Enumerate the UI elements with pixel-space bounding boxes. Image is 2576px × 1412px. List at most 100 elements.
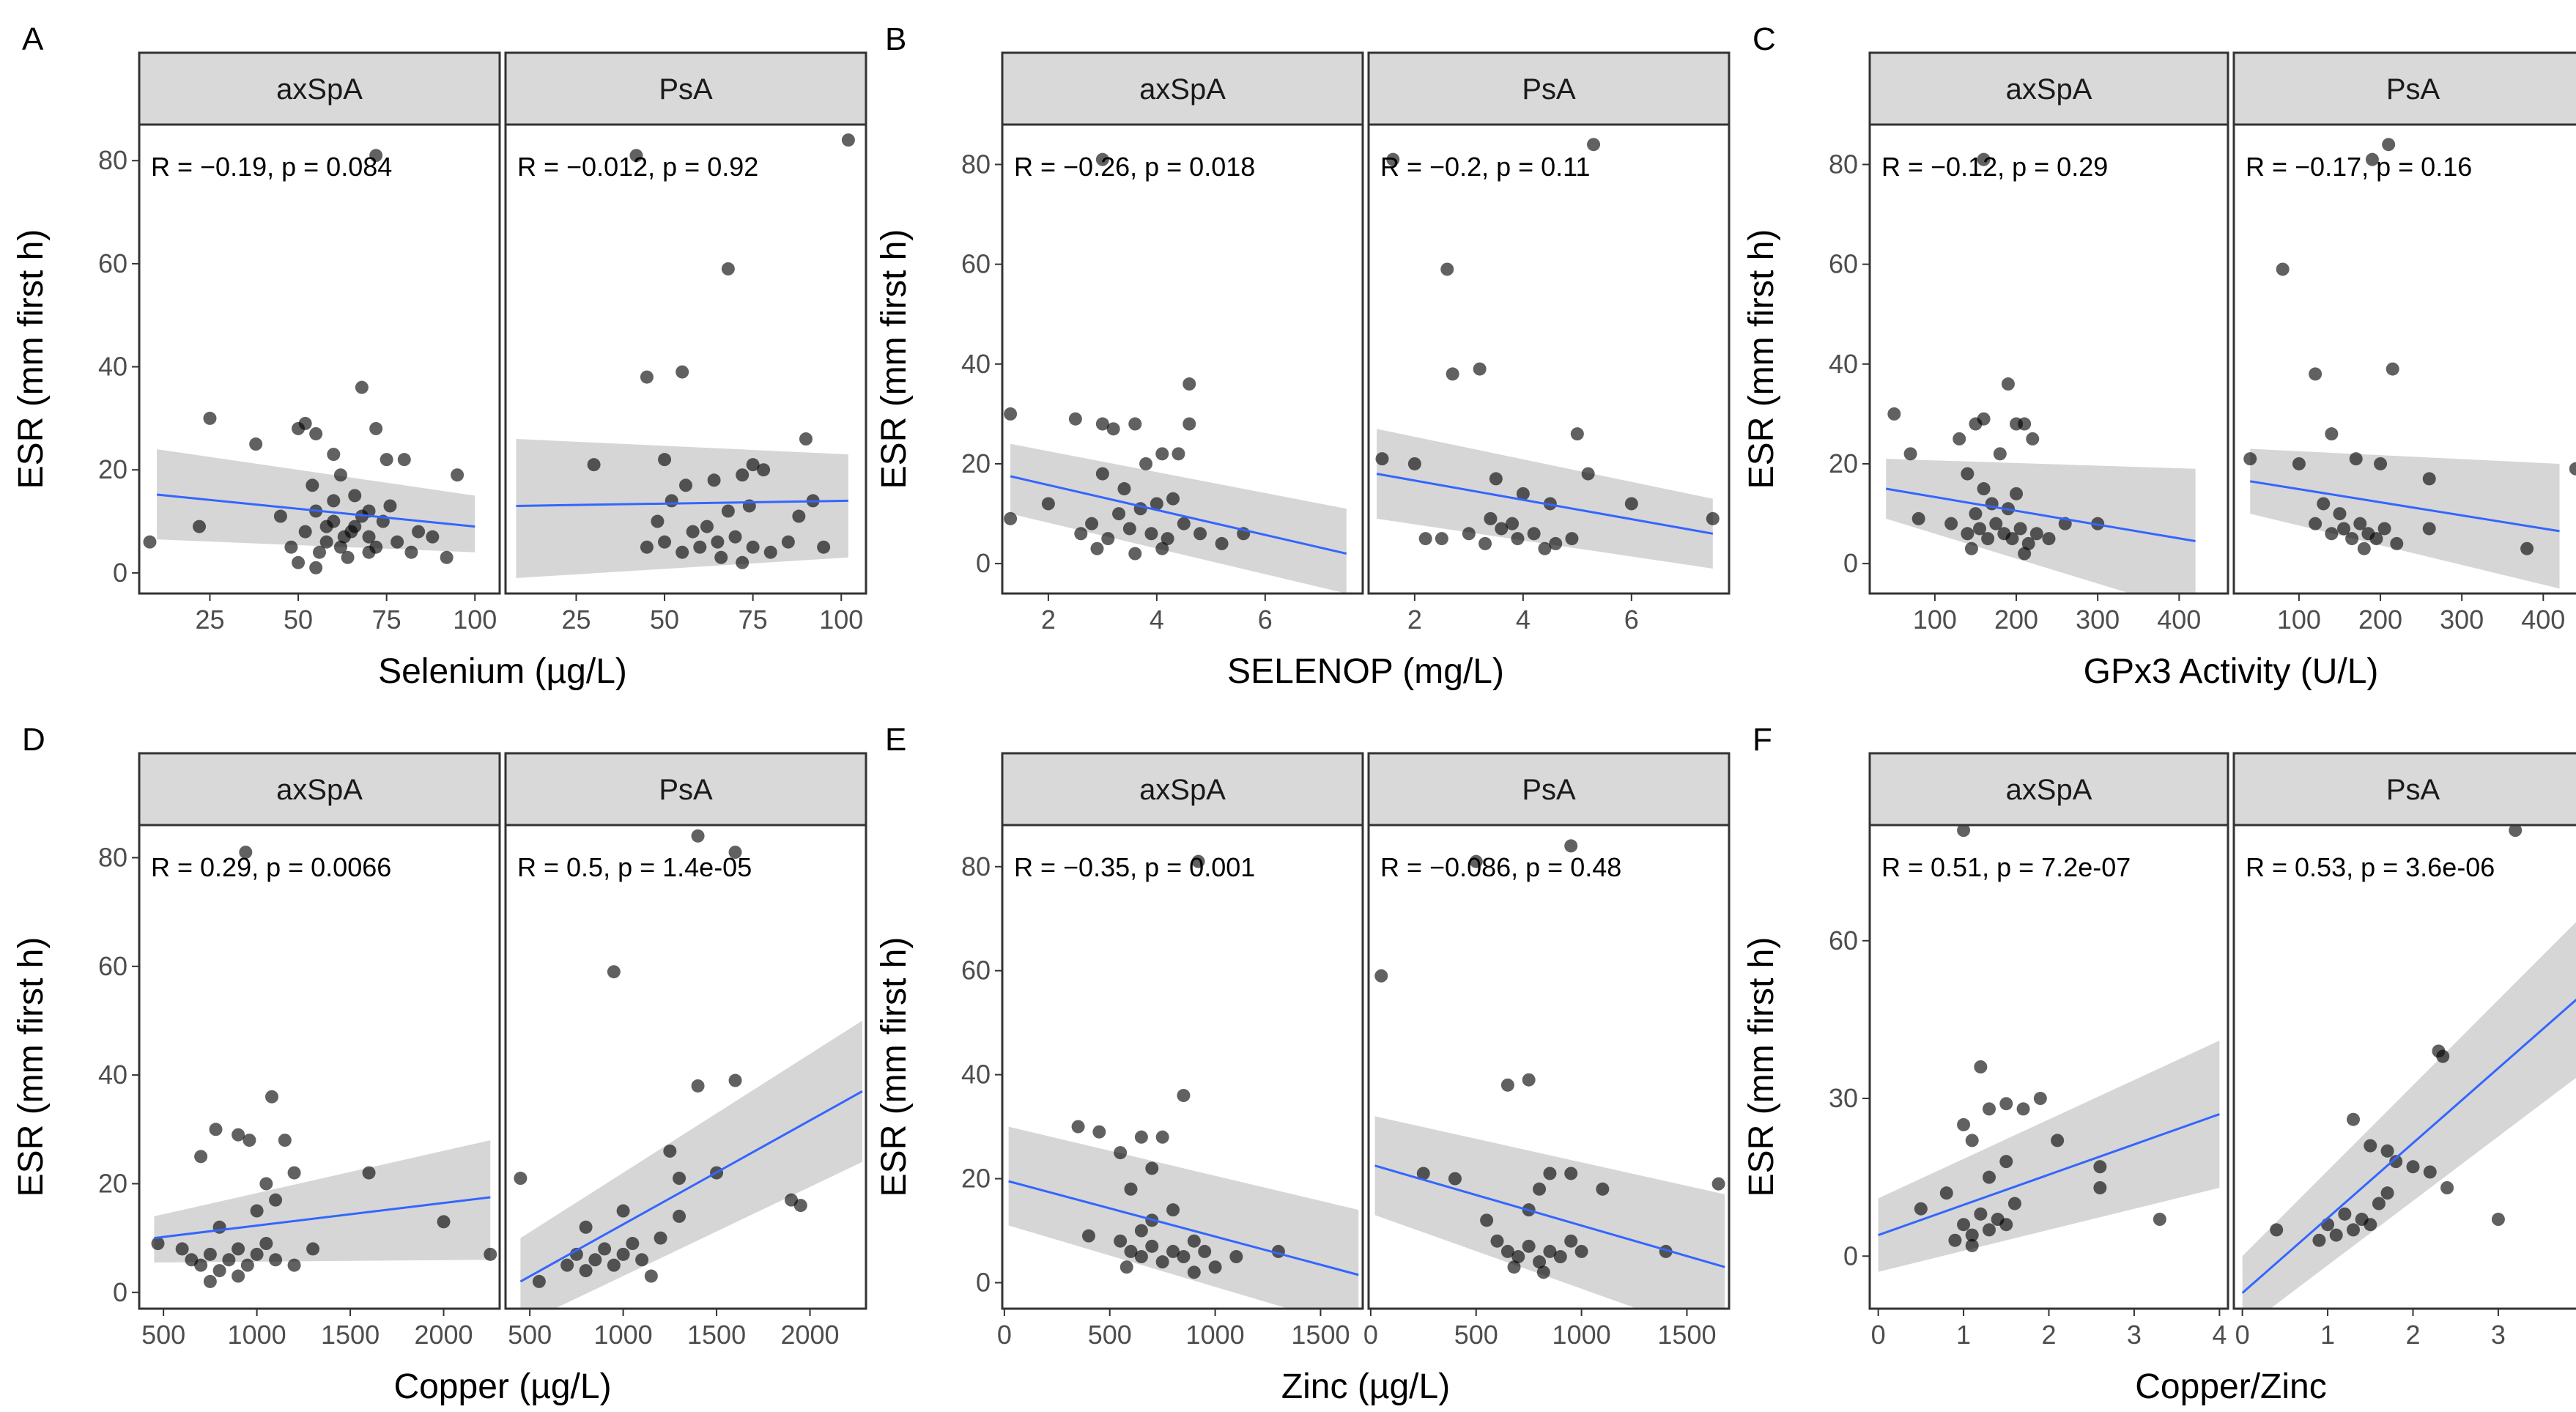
data-point — [2312, 1233, 2326, 1247]
data-point — [1145, 1239, 1159, 1253]
data-point — [2018, 547, 2032, 561]
data-point — [1198, 1244, 1212, 1258]
panel-a: A ESR (mm first h) 0 20 40 60 80 axSpA R = −0.19… — [12, 21, 867, 691]
data-point — [1071, 1120, 1085, 1134]
data-point — [1229, 1250, 1243, 1264]
x-axis-title: SELENOP (mg/L) — [1227, 652, 1504, 691]
data-point — [1440, 262, 1454, 276]
data-point — [560, 1258, 574, 1272]
x-tick-label: 200 — [1994, 605, 2038, 635]
x-tick-label: 2000 — [780, 1320, 839, 1350]
data-point — [1177, 1089, 1191, 1103]
data-point — [1706, 511, 1720, 525]
data-point — [1150, 497, 1163, 511]
data-point — [1581, 467, 1595, 481]
facet-psa: PsA R = 0.5, p = 1.4e-05 500 1000 1500 2000 — [504, 752, 867, 1350]
data-point — [273, 509, 287, 523]
data-point — [1965, 1238, 1979, 1252]
x-tick-label: 6 — [1258, 605, 1273, 635]
data-point — [654, 1231, 667, 1245]
data-point — [663, 1144, 677, 1158]
data-point — [793, 1199, 807, 1213]
x-tick-label: 2000 — [414, 1320, 473, 1350]
y-tick-label: 0 — [113, 1277, 127, 1307]
data-point — [1977, 412, 1991, 426]
data-point — [2374, 457, 2388, 470]
x-tick-label: 0 — [997, 1320, 1012, 1350]
data-point — [2509, 825, 2523, 838]
y-tick-label: 40 — [961, 1060, 991, 1090]
data-point — [209, 1123, 223, 1136]
data-point — [362, 530, 376, 544]
data-point — [2380, 1144, 2394, 1158]
data-point — [626, 1237, 640, 1251]
x-tick-label: 400 — [2157, 605, 2201, 635]
data-point — [2093, 1160, 2107, 1174]
data-point — [1101, 532, 1115, 546]
data-point — [1974, 1060, 1988, 1073]
data-point — [1989, 517, 2003, 531]
y-tick-label: 40 — [98, 1060, 127, 1090]
x-tick-label: 1 — [2320, 1320, 2335, 1350]
confidence-band — [2250, 448, 2560, 589]
plot-border — [138, 123, 501, 595]
data-point — [1155, 1255, 1169, 1269]
facet-strip — [1367, 51, 1731, 126]
data-point — [2026, 432, 2040, 446]
data-point — [2349, 452, 2363, 466]
data-point — [2377, 522, 2391, 536]
data-point — [2520, 541, 2534, 555]
data-point — [278, 1134, 292, 1147]
y-tick-label: 60 — [98, 248, 127, 278]
data-point — [2347, 1112, 2360, 1126]
y-axis-title: ESR (mm first h) — [875, 937, 914, 1197]
data-point — [1124, 1182, 1138, 1196]
data-point — [579, 1264, 593, 1278]
data-point — [2380, 1186, 2394, 1200]
data-point — [249, 437, 263, 451]
data-point — [1134, 1250, 1148, 1264]
data-point — [1416, 1167, 1430, 1180]
plot-background — [1369, 125, 1729, 594]
correlation-annotation: R = −0.2, p = 0.11 — [1380, 152, 1591, 182]
plot-border — [1367, 123, 1731, 595]
data-point — [1112, 507, 1126, 521]
y-tick-label: 20 — [98, 1168, 127, 1198]
facet-strip — [1001, 51, 1364, 126]
data-point — [2321, 1218, 2335, 1232]
data-point — [1564, 1167, 1578, 1180]
data-point — [2422, 522, 2436, 536]
data-point — [269, 1253, 283, 1267]
data-point — [2353, 517, 2367, 531]
data-point — [2569, 462, 2576, 476]
data-point — [355, 380, 369, 394]
data-point — [259, 1177, 273, 1191]
data-point — [799, 432, 813, 446]
x-axis-title: GPx3 Activity (U/L) — [2084, 652, 2379, 691]
y-tick-label: 20 — [1829, 448, 1858, 478]
data-point — [644, 1269, 658, 1283]
facet-strip-label: axSpA — [276, 73, 363, 106]
y-tick-label: 80 — [961, 149, 991, 179]
confidence-band — [1886, 459, 2196, 594]
facet-strip-label: axSpA — [1139, 774, 1226, 806]
data-point — [222, 1253, 236, 1267]
data-point — [327, 448, 341, 462]
panel-letter: F — [1753, 722, 1772, 758]
confidence-band — [1010, 443, 1347, 594]
data-point — [309, 426, 323, 440]
data-point — [1944, 517, 1958, 531]
data-point — [2309, 367, 2323, 381]
plot-border — [1001, 824, 1364, 1310]
data-point — [676, 545, 689, 559]
data-point — [1092, 1125, 1106, 1139]
regression-line — [519, 1090, 863, 1283]
data-point — [746, 458, 760, 472]
y-axis-title: ESR (mm first h) — [1742, 229, 1781, 489]
correlation-annotation: R = −0.35, p = 0.001 — [1014, 852, 1255, 882]
data-point — [1911, 511, 1925, 525]
x-tick-label: 50 — [650, 605, 679, 635]
data-point — [728, 1073, 742, 1087]
data-point — [240, 1258, 254, 1272]
